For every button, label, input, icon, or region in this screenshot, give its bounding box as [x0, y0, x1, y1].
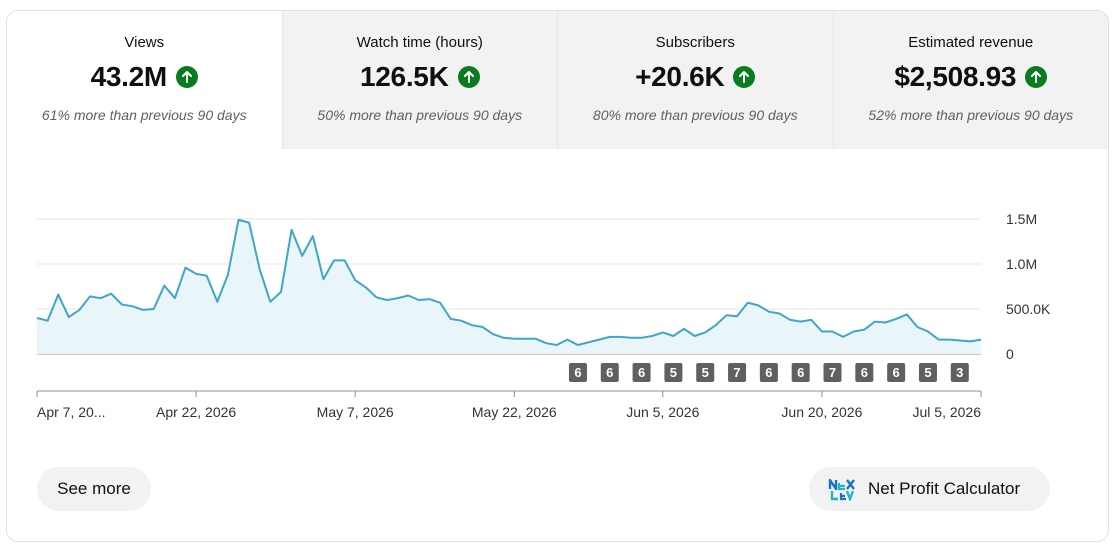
- upload-marker[interactable]: 5: [696, 363, 715, 382]
- upload-marker-box: [568, 363, 587, 382]
- x-tick-label: Jul 5, 2026: [913, 404, 982, 420]
- upload-marker-label: 6: [638, 365, 645, 380]
- tab-value-row: $2,508.93: [834, 60, 1109, 94]
- upload-marker-label: 6: [861, 365, 868, 380]
- upload-marker-label: 5: [924, 365, 931, 380]
- upload-marker-label: 5: [702, 365, 709, 380]
- upload-marker-label: 7: [829, 365, 836, 380]
- x-tick-label: May 7, 2026: [317, 404, 394, 420]
- net-profit-calculator-button[interactable]: Net Profit Calculator: [809, 467, 1050, 511]
- tab-comparison: 50% more than previous 90 days: [317, 107, 523, 123]
- tab-value-row: 43.2M: [7, 60, 282, 94]
- tab-label: Watch time (hours): [356, 34, 483, 51]
- y-tick-label: 500.0K: [1006, 301, 1051, 317]
- arrow-up-icon: [733, 66, 756, 88]
- upload-marker[interactable]: 5: [918, 363, 937, 382]
- upload-marker[interactable]: 6: [568, 363, 587, 382]
- upload-marker[interactable]: 7: [823, 363, 842, 382]
- upload-marker[interactable]: 6: [887, 363, 906, 382]
- tab-comparison: 52% more than previous 90 days: [868, 107, 1074, 123]
- y-tick-label: 1.0M: [1006, 256, 1037, 272]
- see-more-label: See more: [57, 479, 131, 498]
- upload-marker-label: 7: [733, 365, 740, 380]
- tab-value-row: +20.6K: [558, 60, 833, 94]
- see-more-button[interactable]: See more: [37, 467, 151, 511]
- upload-marker-label: 6: [606, 365, 613, 380]
- upload-marker-box: [791, 363, 810, 382]
- tab-label: Subscribers: [655, 34, 735, 51]
- tab-label: Estimated revenue: [908, 34, 1034, 51]
- y-tick-label: 1.5M: [1006, 211, 1037, 227]
- upload-marker[interactable]: 5: [664, 363, 683, 382]
- series-area: [37, 219, 981, 354]
- x-tick-label: Jun 20, 2026: [781, 404, 862, 420]
- x-tick-label: Jun 5, 2026: [626, 404, 699, 420]
- tab-value: 126.5K: [360, 61, 449, 92]
- x-tick-label: Apr 22, 2026: [156, 404, 236, 420]
- upload-marker-box: [632, 363, 651, 382]
- upload-marker-box: [664, 363, 683, 382]
- calculator-label: Net Profit Calculator: [868, 479, 1021, 498]
- views-chart[interactable]: 1.5M 1.0M 500.0K 0 Apr 7, 20... Apr 22, 2026 M…: [7, 11, 1108, 541]
- analytics-card: Views 43.2M 61% more than previous 90 da…: [6, 10, 1109, 542]
- upload-marker-box: [950, 363, 969, 382]
- upload-marker[interactable]: 6: [759, 363, 778, 382]
- tab-comparison: 80% more than previous 90 days: [592, 107, 798, 123]
- upload-marker-box: [855, 363, 874, 382]
- arrow-up-icon: [1025, 66, 1048, 88]
- upload-marker-box: [918, 363, 937, 382]
- nexlev-logo-icon: [828, 478, 855, 501]
- upload-marker-label: 3: [956, 365, 963, 380]
- upload-marker-label: 6: [574, 365, 581, 380]
- upload-marker[interactable]: 7: [728, 363, 747, 382]
- tab-value: +20.6K: [635, 61, 725, 92]
- tab-value: $2,508.93: [894, 61, 1017, 92]
- upload-marker-box: [887, 363, 906, 382]
- metric-tabs: Views 43.2M 61% more than previous 90 da…: [7, 11, 1108, 149]
- y-tick-label: 0: [1006, 346, 1014, 362]
- upload-marker-box: [696, 363, 715, 382]
- arrow-up-icon: [457, 66, 480, 88]
- upload-marker-box: [728, 363, 747, 382]
- upload-marker-box: [759, 363, 778, 382]
- upload-marker[interactable]: 6: [632, 363, 651, 382]
- upload-marker-box: [600, 363, 619, 382]
- upload-marker-label: 5: [670, 365, 677, 380]
- x-tick-label: Apr 7, 20...: [37, 404, 105, 420]
- upload-marker[interactable]: 6: [600, 363, 619, 382]
- arrow-up-icon: [175, 66, 198, 88]
- x-tick-label: May 22, 2026: [472, 404, 557, 420]
- upload-marker-label: 6: [765, 365, 772, 380]
- tab-value-row: 126.5K: [283, 60, 558, 94]
- tab-label: Views: [124, 34, 165, 51]
- tab-estimated-revenue[interactable]: Estimated revenue $2,508.93 52% more tha…: [832, 11, 1109, 149]
- upload-marker-label: 6: [797, 365, 804, 380]
- upload-marker[interactable]: 6: [855, 363, 874, 382]
- upload-marker-label: 6: [893, 365, 900, 380]
- upload-marker-box: [823, 363, 842, 382]
- tab-views[interactable]: Views 43.2M 61% more than previous 90 da…: [7, 11, 282, 149]
- tab-watch-time[interactable]: Watch time (hours) 126.5K 50% more than …: [281, 11, 558, 149]
- tab-comparison: 61% more than previous 90 days: [41, 107, 247, 123]
- tab-subscribers[interactable]: Subscribers +20.6K 80% more than previou…: [557, 11, 833, 149]
- series-line: [36, 218, 982, 346]
- tab-value: 43.2M: [90, 61, 168, 92]
- upload-marker[interactable]: 3: [950, 363, 969, 382]
- upload-marker[interactable]: 6: [791, 363, 810, 382]
